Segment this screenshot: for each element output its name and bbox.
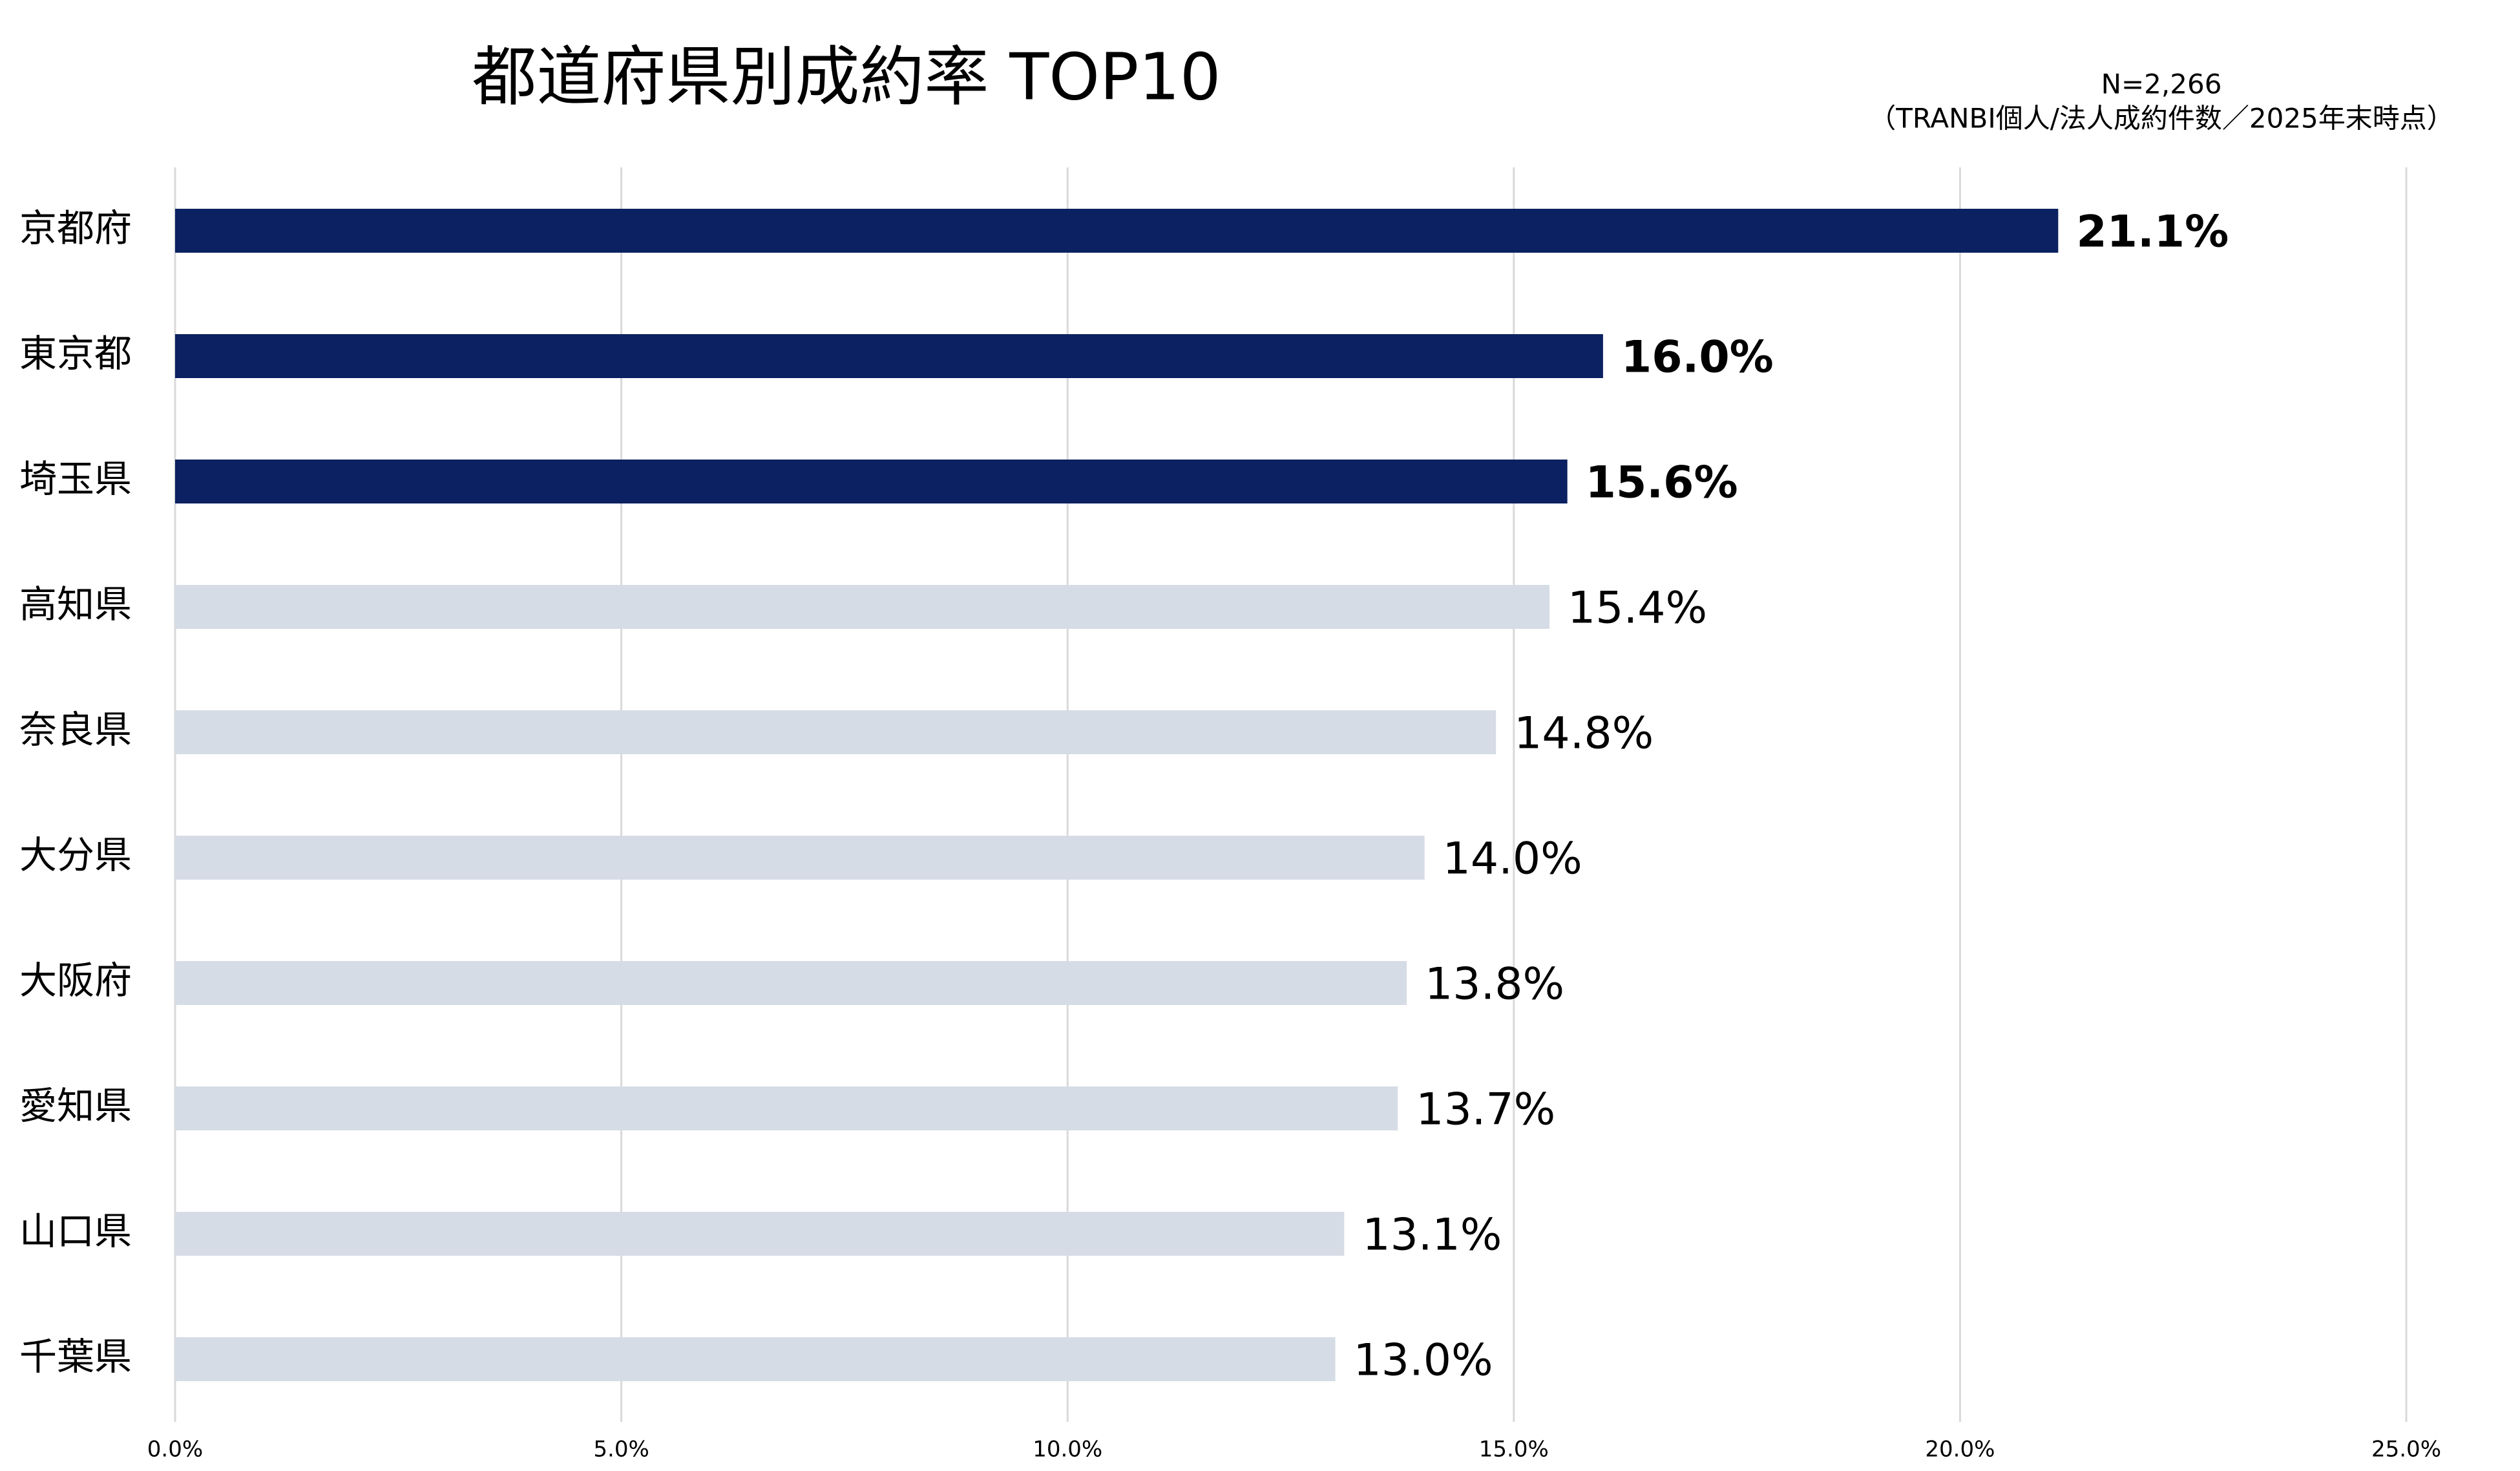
value-label: 13.7% bbox=[1416, 1085, 1555, 1136]
value-label: 15.4% bbox=[1568, 583, 1707, 634]
bar bbox=[175, 1086, 1398, 1130]
bar bbox=[175, 836, 1425, 880]
y-tick-label: 千葉県 bbox=[19, 1335, 132, 1379]
value-label: 21.1% bbox=[2076, 207, 2229, 258]
value-label: 14.8% bbox=[1514, 708, 1654, 759]
chart-title: 都道府県別成約率 TOP10 bbox=[472, 39, 1221, 114]
value-label: 13.1% bbox=[1362, 1210, 1502, 1261]
chart-subtitle: N=2,266 bbox=[2101, 69, 2222, 100]
y-tick-label: 東京都 bbox=[19, 332, 132, 376]
x-tick-label: 20.0% bbox=[1925, 1437, 1995, 1463]
bar bbox=[175, 710, 1496, 754]
value-label: 14.0% bbox=[1443, 834, 1582, 885]
y-tick-label: 奈良県 bbox=[19, 708, 132, 752]
y-tick-label: 愛知県 bbox=[19, 1084, 132, 1128]
y-tick-label: 埼玉県 bbox=[19, 457, 132, 501]
chart-subtitle: （TRANBI個人/法人成約件数／2025年末時点） bbox=[1869, 103, 2454, 134]
x-tick-label: 5.0% bbox=[593, 1437, 649, 1463]
value-label: 13.8% bbox=[1425, 959, 1564, 1010]
bar bbox=[175, 961, 1407, 1005]
value-label: 13.0% bbox=[1354, 1335, 1493, 1386]
value-label: 15.6% bbox=[1586, 458, 1738, 509]
y-tick-label: 山口県 bbox=[19, 1209, 132, 1253]
y-tick-label: 大分県 bbox=[19, 833, 132, 877]
y-tick-label: 高知県 bbox=[19, 582, 132, 626]
x-tick-label: 25.0% bbox=[2371, 1437, 2441, 1463]
x-tick-label: 0.0% bbox=[147, 1437, 203, 1463]
bar bbox=[175, 209, 2059, 253]
bar bbox=[175, 460, 1568, 503]
bar bbox=[175, 1337, 1336, 1381]
bar bbox=[175, 585, 1550, 629]
value-label: 16.0% bbox=[1621, 332, 1774, 383]
x-tick-label: 15.0% bbox=[1479, 1437, 1549, 1463]
x-tick-label: 10.0% bbox=[1033, 1437, 1102, 1463]
bar bbox=[175, 334, 1603, 378]
y-tick-label: 大阪府 bbox=[19, 958, 132, 1002]
bar bbox=[175, 1212, 1345, 1256]
y-tick-label: 京都府 bbox=[19, 206, 132, 250]
